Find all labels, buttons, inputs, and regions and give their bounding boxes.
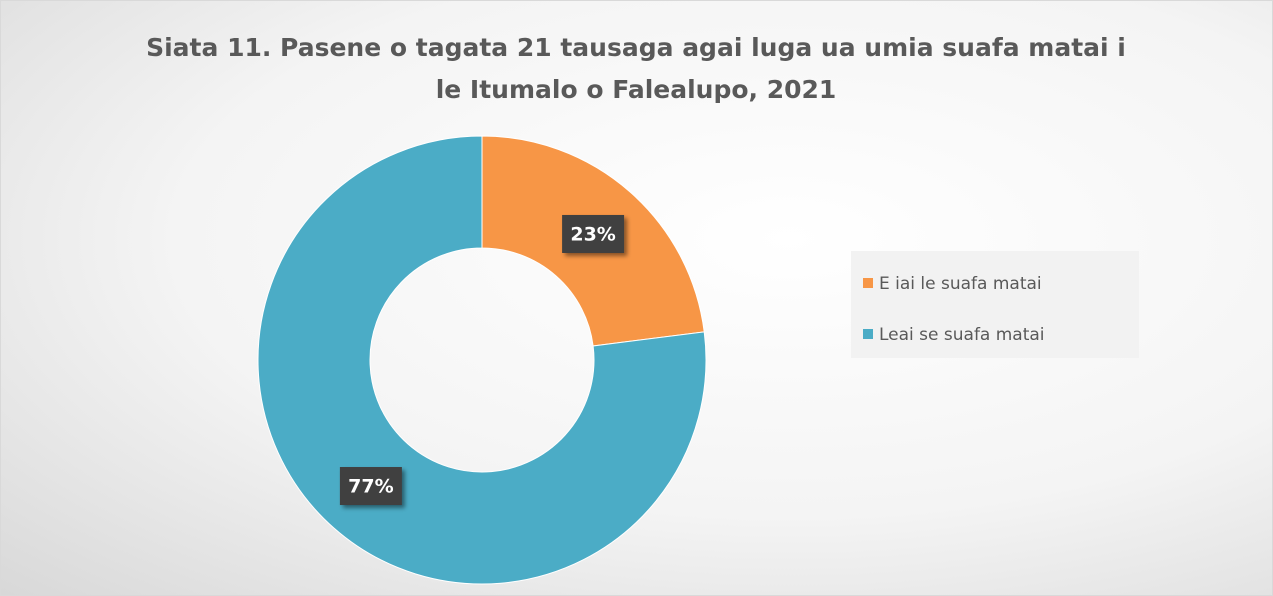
data-label: 77% — [348, 476, 393, 498]
data-label-box — [562, 214, 625, 253]
legend-label: Leai se suafa matai — [879, 325, 1045, 345]
legend-box — [851, 251, 1139, 358]
legend-label: E iai le suafa matai — [879, 274, 1042, 294]
legend-swatch — [863, 278, 873, 288]
legend-swatch — [863, 329, 873, 339]
chart-title: Siata 11. Pasene o tagata 21 tausaga aga… — [146, 33, 1126, 104]
data-label-box — [339, 467, 402, 506]
data-label: 23% — [570, 223, 615, 245]
